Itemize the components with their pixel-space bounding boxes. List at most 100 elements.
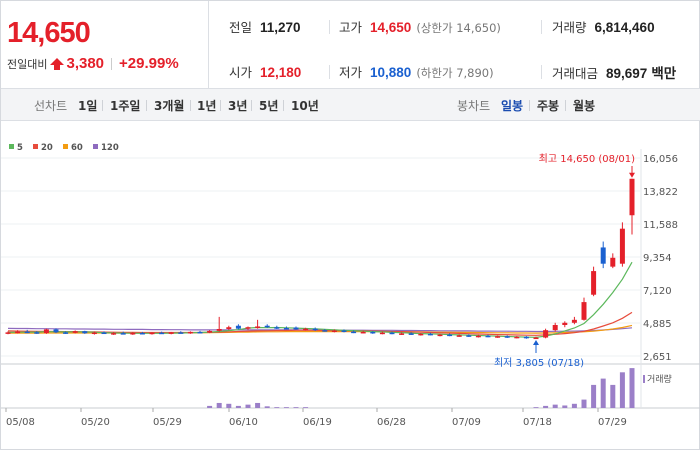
upper-limit: (상한가 14,650) xyxy=(416,21,501,35)
candle-body xyxy=(562,322,568,325)
volume-bar xyxy=(216,402,222,408)
candle-body xyxy=(591,271,597,295)
period-3y-button[interactable]: 3년 xyxy=(228,99,248,113)
y-tick-label: 7,120 xyxy=(643,286,672,297)
candle-body xyxy=(485,335,491,338)
candle-body xyxy=(504,336,510,338)
period-1y-button[interactable]: 1년 xyxy=(197,99,217,113)
volume-bar xyxy=(591,384,597,408)
divider xyxy=(102,100,103,111)
volume-bar xyxy=(600,378,606,408)
volume-value: 6,814,460 xyxy=(594,20,655,35)
candle-body xyxy=(379,332,385,335)
candle-body xyxy=(456,335,462,337)
legend-label-60: 60 xyxy=(71,143,83,153)
divider xyxy=(541,65,542,79)
candle-body xyxy=(389,332,395,335)
prev-close-label: 전일 xyxy=(229,20,253,35)
volume-bars: 거래량 xyxy=(207,368,672,408)
candle-body xyxy=(255,326,261,328)
candle-body xyxy=(264,325,270,328)
amount-value: 89,697 xyxy=(606,66,648,81)
candle-body xyxy=(303,328,309,331)
volume-label: 거래량 xyxy=(552,20,587,35)
candle-body xyxy=(523,336,529,339)
x-tick-label: 06/10 xyxy=(229,417,258,428)
candle-weekly-button[interactable]: 주봉 xyxy=(537,99,560,113)
period-5y-button[interactable]: 5년 xyxy=(259,99,279,113)
volume-bar xyxy=(581,399,587,408)
candle-body xyxy=(427,333,433,336)
change-value: 3,380 xyxy=(66,55,105,72)
low-label: 저가 xyxy=(339,65,363,80)
candles xyxy=(5,178,635,340)
up-arrow-icon xyxy=(50,57,65,70)
period-10y-button[interactable]: 10년 xyxy=(291,99,319,113)
change-row: 전일대비 3,380 +29.99% xyxy=(7,55,179,72)
candle-daily-button[interactable]: 일봉 xyxy=(501,99,524,113)
candle-body xyxy=(24,331,30,334)
candle-body xyxy=(581,302,587,320)
candle-body xyxy=(283,327,289,330)
divider xyxy=(329,65,330,79)
candle-body xyxy=(533,337,539,340)
candle-body xyxy=(495,336,501,338)
candle-monthly-button[interactable]: 월봉 xyxy=(573,99,596,113)
chart-legend: 5 20 60 120 xyxy=(9,143,119,153)
moving-average-lines xyxy=(7,261,633,338)
x-tick-label: 05/20 xyxy=(81,417,110,428)
candle-body xyxy=(341,330,347,332)
x-tick-label: 07/29 xyxy=(598,417,627,428)
candle-body xyxy=(15,331,21,334)
y-tick-label: 4,885 xyxy=(643,319,672,330)
candle-body xyxy=(351,331,357,334)
x-tick-label: 07/09 xyxy=(452,417,481,428)
candle-body xyxy=(139,332,145,335)
candle-body xyxy=(34,332,40,334)
volume-bar xyxy=(533,407,539,408)
legend-swatch-20 xyxy=(33,144,38,149)
stat-low: 저가 10,880 (하한가 7,890) xyxy=(339,62,494,81)
candlestick-chart-svg[interactable]: 5 20 60 120 최고 14,650 (08/01) 최저 3,805 (07/1… xyxy=(1,121,700,451)
low-arrow-head xyxy=(533,339,539,345)
x-tick-label: 06/28 xyxy=(377,417,406,428)
divider xyxy=(329,20,330,34)
stat-prev-close: 전일 11,270 xyxy=(229,17,301,36)
volume-bar xyxy=(207,405,213,408)
low-annotation: 최저 3,805 (07/18) xyxy=(494,357,584,369)
ma20-line xyxy=(7,311,633,336)
legend-swatch-5 xyxy=(9,144,14,149)
candle-body xyxy=(5,332,11,334)
divider xyxy=(283,100,284,111)
stat-open: 시가 12,180 xyxy=(229,62,301,81)
volume-bar xyxy=(562,405,568,408)
volume-bar xyxy=(245,404,251,408)
x-tick-label: 07/18 xyxy=(523,417,552,428)
candle-body xyxy=(72,331,78,333)
candle-body xyxy=(159,332,165,335)
candle-body xyxy=(226,327,232,329)
amount-unit: 백만 xyxy=(651,66,677,81)
x-tick-label: 05/08 xyxy=(6,417,35,428)
period-1d-button[interactable]: 1일 xyxy=(78,99,98,113)
change-label: 전일대비 xyxy=(7,57,48,71)
candle-body xyxy=(274,327,280,329)
period-1w-button[interactable]: 1주일 xyxy=(110,99,141,113)
legend-label-120: 120 xyxy=(101,143,119,153)
candle-body xyxy=(293,327,299,330)
candle-body xyxy=(63,332,69,334)
candle-body xyxy=(187,331,193,334)
candle-body xyxy=(120,333,126,335)
high-arrow-head xyxy=(629,172,635,178)
candle-body xyxy=(600,247,606,264)
candle-body xyxy=(475,335,481,338)
candle-body xyxy=(466,335,472,337)
period-3m-button[interactable]: 3개월 xyxy=(154,99,185,113)
stock-chart[interactable]: 5 20 60 120 최고 14,650 (08/01) 최저 3,805 (07/1… xyxy=(1,121,700,451)
candle-body xyxy=(331,330,337,332)
candle-body xyxy=(370,331,376,334)
candle-body xyxy=(514,336,520,339)
volume-bar xyxy=(571,403,577,408)
stat-amount: 거래대금 89,697 백만 xyxy=(552,62,676,82)
candle-body xyxy=(216,328,222,331)
